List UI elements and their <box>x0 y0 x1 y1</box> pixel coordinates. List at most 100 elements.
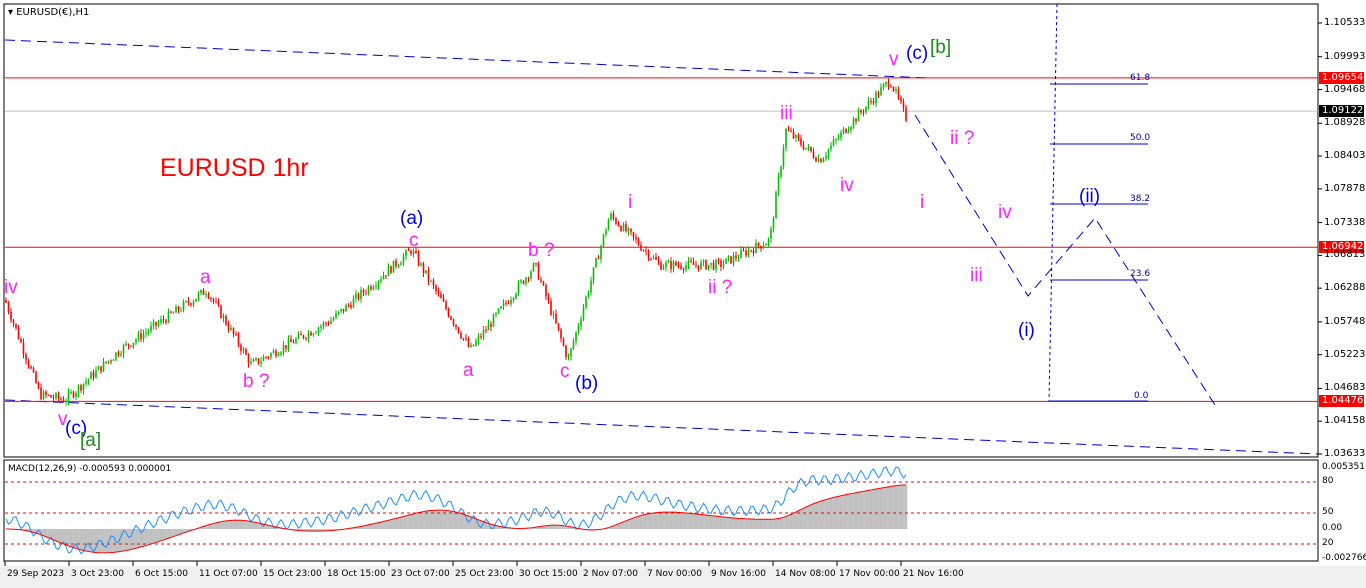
candle-body <box>617 223 620 227</box>
candle-body <box>515 293 517 299</box>
candle-body <box>415 250 417 254</box>
dropdown-icon[interactable]: ▾ <box>8 7 17 18</box>
candle-body <box>372 287 375 290</box>
candle-body <box>692 261 695 265</box>
candle-body <box>767 238 770 244</box>
candle-body <box>97 366 100 371</box>
macd-tick-label: 0.00 <box>1322 523 1343 533</box>
wave-label: iii <box>970 265 983 286</box>
candle-body <box>117 352 120 356</box>
candle-body <box>565 345 567 358</box>
wave-label: ii ? <box>950 128 975 149</box>
candle-body <box>247 354 250 364</box>
time-tick-label: 14 Nov 08:00 <box>775 569 836 579</box>
candle-body <box>545 285 547 297</box>
candle-body <box>807 146 810 149</box>
candle-body <box>180 310 182 312</box>
candle-body <box>755 242 757 253</box>
candle-body <box>865 106 867 113</box>
candle-body <box>317 328 320 333</box>
candle-body <box>887 82 890 87</box>
candle-body <box>782 148 785 167</box>
candle-body <box>265 356 267 358</box>
candle-body <box>892 86 895 91</box>
candle-body <box>67 392 70 402</box>
time-tick-label: 25 Oct 23:00 <box>455 569 514 579</box>
candle-body <box>612 213 615 219</box>
candle-body <box>592 267 595 281</box>
candle-body <box>112 359 115 361</box>
candle-body <box>10 311 12 321</box>
candle-body <box>600 245 602 260</box>
candle-body <box>160 319 162 323</box>
fib-label: 61.8 <box>1130 73 1151 83</box>
candle-body <box>192 301 195 305</box>
candle-body <box>825 155 827 159</box>
candle-body <box>292 341 295 344</box>
candle-body <box>877 92 880 96</box>
candle-body <box>207 294 210 298</box>
candle-body <box>775 192 777 219</box>
candle-body <box>635 236 637 240</box>
candle-body <box>212 298 215 302</box>
time-tick-label: 7 Nov 00:00 <box>647 569 702 579</box>
candle-body <box>392 260 395 273</box>
candle-body <box>622 224 625 231</box>
candle-body <box>697 265 700 270</box>
candle-body <box>455 324 457 328</box>
candle-body <box>150 325 152 332</box>
time-tick-label: 30 Oct 15:00 <box>519 569 578 579</box>
candle-body <box>840 132 842 138</box>
candle-body <box>817 158 820 162</box>
candle-body <box>662 267 665 270</box>
candle-body <box>320 326 322 329</box>
candle-body <box>122 345 125 355</box>
candle-body <box>815 157 817 162</box>
wave-label: iii <box>780 103 793 124</box>
candle-body <box>750 250 752 252</box>
wave-label: b ? <box>243 371 270 392</box>
candle-body <box>452 319 455 325</box>
candle-body <box>587 292 590 297</box>
projection-path <box>914 114 1216 406</box>
candle-body <box>305 338 307 340</box>
candle-body <box>400 263 402 266</box>
candle-body <box>645 250 647 252</box>
candle-body <box>362 289 365 293</box>
candle-body <box>157 322 160 326</box>
wave-label: (i) <box>1018 320 1035 341</box>
candle-body <box>830 145 832 150</box>
price-tick-label: 1.06288 <box>1324 282 1366 294</box>
time-tick-label: 3 Oct 23:00 <box>71 569 124 579</box>
candle-body <box>5 299 7 303</box>
candle-body <box>47 394 50 396</box>
candle-body <box>440 293 442 299</box>
candle-body <box>287 339 290 349</box>
candle-body <box>315 332 317 334</box>
candle-body <box>145 332 147 334</box>
symbol-title[interactable]: ▾ EURUSD(€),H1 <box>8 7 90 18</box>
candle-body <box>905 107 907 121</box>
candle-body <box>700 262 702 270</box>
candle-body <box>517 282 520 294</box>
wave-label: i <box>628 192 633 213</box>
candle-body <box>772 218 775 229</box>
candle-body <box>590 280 592 293</box>
candle-body <box>457 327 460 334</box>
candle-body <box>345 304 347 312</box>
candle-body <box>352 298 355 308</box>
candle-body <box>365 292 367 294</box>
candle-body <box>522 280 525 284</box>
time-tick-label: 21 Nov 16:00 <box>903 569 964 579</box>
wave-label: c <box>560 361 570 382</box>
lower-trendline <box>4 399 1319 455</box>
candle-body <box>202 289 205 295</box>
candle-body <box>257 358 260 364</box>
wave-label: [b] <box>930 37 952 58</box>
price-tick-label: 1.06813 <box>1324 249 1366 261</box>
candle-body <box>165 320 167 323</box>
candle-body <box>780 166 782 177</box>
candle-body <box>120 354 122 356</box>
